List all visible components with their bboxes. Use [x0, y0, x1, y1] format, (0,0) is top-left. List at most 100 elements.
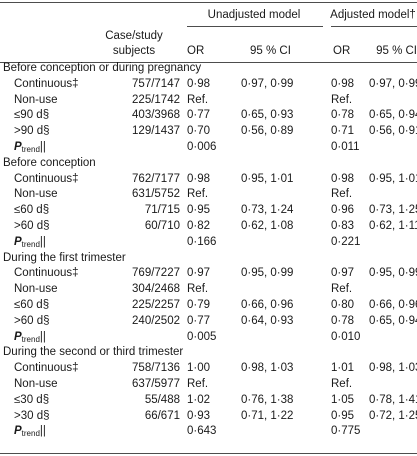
ci-adjusted: [369, 140, 417, 156]
or-adjusted: 0·78: [331, 109, 355, 122]
p-subscript: trend: [21, 429, 40, 439]
row-label: >60 d§: [14, 314, 50, 327]
ci-adjusted: 0·62, 1·11: [369, 219, 417, 232]
table-row: Non-use 304/2468 Ref. Ref.: [0, 282, 417, 298]
case-study-subjects: 637/5977: [132, 377, 180, 390]
or-adjusted: 0·98: [331, 77, 355, 90]
ci-adjusted: 0·78, 1·41: [369, 393, 417, 406]
p-trend-label: Ptrend||: [0, 235, 88, 251]
ci-unadjusted: 0·71, 1·22: [241, 409, 294, 422]
col-header-subjects: Case/study subjects: [105, 30, 163, 57]
bottom-rule: [0, 453, 417, 454]
section-label: Before conception or during pregnancy: [3, 62, 202, 74]
or-unadjusted: 0·97: [187, 267, 211, 280]
ci-unadjusted: [241, 187, 329, 203]
ci-adjusted: [369, 282, 417, 298]
ci-unadjusted: [241, 235, 329, 251]
or-unadjusted: 0·77: [187, 314, 211, 327]
ci-adjusted: 0·56, 0·91: [369, 125, 417, 138]
footnote-mark: ||: [39, 140, 46, 153]
or-adjusted: 1·05: [331, 393, 355, 406]
results-table: Before conception or during pregnancy Con…: [0, 61, 417, 440]
ci-unadjusted: 0·64, 0·93: [241, 314, 294, 327]
row-label: Non-use: [14, 283, 58, 296]
p-symbol: P: [14, 330, 22, 343]
ci-adjusted: 0·65, 0·94: [369, 314, 417, 327]
or-adjusted: 0·80: [331, 298, 355, 311]
col-header-or-unadjusted: OR: [187, 45, 205, 57]
ci-unadjusted: [241, 330, 329, 346]
case-study-subjects: 769/7227: [132, 267, 180, 280]
p-trend-label: Ptrend||: [0, 424, 88, 440]
case-study-subjects: 631/5752: [132, 188, 180, 201]
or-adjusted: Ref.: [331, 188, 353, 201]
ci-unadjusted: 0·66, 0·96: [241, 298, 294, 311]
ci-unadjusted: [241, 282, 329, 298]
table-row: >90 d§ 129/1437 0·70 0·56, 0·89 0·71 0·56, 0·…: [0, 124, 417, 140]
footnote-mark: ||: [39, 425, 46, 438]
or-adjusted: Ref.: [331, 377, 353, 390]
col-header-ci-adjusted: 95 % CI: [376, 45, 417, 57]
ci-adjusted: 0·66, 0·96: [369, 298, 417, 311]
case-study-subjects: [88, 140, 185, 156]
ci-unadjusted: 0·97, 0·99: [241, 77, 294, 90]
p-trend-unadjusted: 0·643: [187, 425, 217, 438]
p-trend-row: Ptrend|| 0·643 0·775: [0, 424, 417, 440]
group-rule-unadjusted: [187, 26, 323, 27]
or-adjusted: 0·83: [331, 219, 355, 232]
table-row: ≤30 d§ 55/488 1·02 0·76, 1·38 1·05 0·78, 1·41: [0, 393, 417, 409]
ci-unadjusted: 0·62, 1·08: [241, 219, 294, 232]
ci-adjusted: 0·97, 0·99: [369, 77, 417, 90]
ci-unadjusted: [241, 93, 329, 109]
group-rule-adjusted: [331, 26, 417, 27]
section-header-row: During the second or third trimester: [0, 345, 417, 361]
or-unadjusted: 0·98: [187, 77, 211, 90]
table-row: Continuous‡ 757/7147 0·98 0·97, 0·99 0·98 0·9…: [0, 77, 417, 93]
section-label: Before conception: [3, 156, 96, 169]
ci-unadjusted: 0·98, 1·03: [241, 362, 294, 375]
ci-adjusted: [369, 93, 417, 109]
row-label: ≤30 d§: [14, 393, 50, 406]
ci-adjusted: 0·95, 1·01: [369, 172, 417, 185]
case-study-subjects: 758/7136: [132, 362, 180, 375]
p-trend-row: Ptrend|| 0·166 0·221: [0, 235, 417, 251]
case-study-subjects: 60/710: [144, 219, 180, 232]
p-trend-unadjusted: 0·006: [187, 140, 217, 153]
p-trend-adjusted: 0·221: [331, 235, 361, 248]
p-trend-unadjusted: 0·005: [187, 330, 217, 343]
or-unadjusted: 1·02: [187, 393, 211, 406]
or-adjusted: 0·97: [331, 267, 355, 280]
or-adjusted: 0·95: [331, 409, 355, 422]
or-adjusted: 1·01: [331, 362, 355, 375]
case-study-subjects: 66/671: [144, 409, 180, 422]
p-trend-label: Ptrend||: [0, 140, 88, 156]
table-row: ≤60 d§ 71/715 0·95 0·73, 1·24 0·96 0·73, 1·25: [0, 203, 417, 219]
ci-adjusted: 0·95, 0·99: [369, 267, 417, 280]
row-label: Non-use: [14, 93, 58, 106]
header-rule: [0, 62, 417, 63]
p-subscript: trend: [21, 144, 40, 154]
row-label: ≤60 d§: [14, 298, 50, 311]
p-trend-adjusted: 0·011: [331, 140, 360, 153]
ci-adjusted: 0·73, 1·25: [369, 204, 417, 217]
p-subscript: trend: [21, 239, 40, 249]
or-adjusted: 0·78: [331, 314, 355, 327]
p-trend-unadjusted: 0·166: [187, 235, 217, 248]
or-unadjusted: 0·98: [187, 172, 211, 185]
row-label: Non-use: [14, 377, 58, 390]
ci-unadjusted: 0·56, 0·89: [241, 125, 294, 138]
table-row: >30 d§ 66/671 0·93 0·71, 1·22 0·95 0·72, 1·25: [0, 409, 417, 425]
section-label: During the second or third trimester: [3, 346, 184, 359]
section-header-row: Before conception: [0, 156, 417, 172]
case-study-subjects: 225/2257: [132, 298, 180, 311]
row-label: ≤60 d§: [14, 204, 50, 217]
ci-adjusted: 0·65, 0·94: [369, 109, 417, 122]
table-row: Continuous‡ 758/7136 1·00 0·98, 1·03 1·01 0·9…: [0, 361, 417, 377]
table-row: ≤60 d§ 225/2257 0·79 0·66, 0·96 0·80 0·66, 0·…: [0, 298, 417, 314]
group-header-adjusted: Adjusted model†: [330, 9, 416, 21]
section-label: During the first trimester: [3, 251, 126, 264]
row-label: >60 d§: [14, 219, 50, 232]
or-unadjusted: Ref.: [187, 188, 209, 201]
group-header-unadjusted: Unadjusted model: [207, 9, 301, 21]
or-adjusted: 0·71: [331, 125, 355, 138]
